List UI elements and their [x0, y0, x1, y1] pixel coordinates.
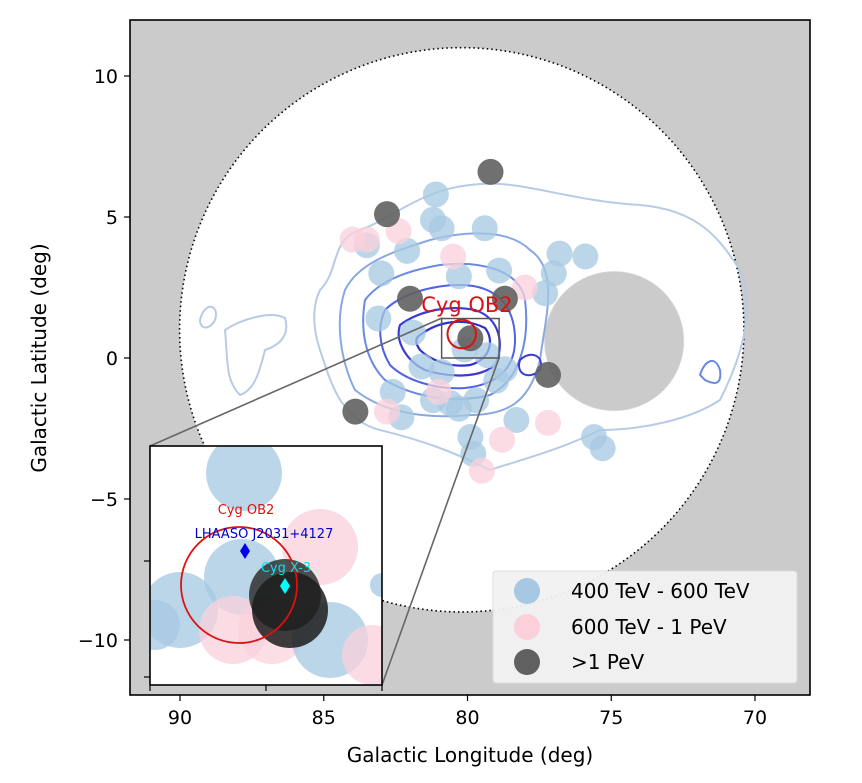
legend-label-1: 400 TeV - 600 TeV: [571, 579, 750, 603]
point-400-tev-600-tev: [540, 260, 567, 287]
point-400-tev-600-tev: [365, 305, 392, 332]
masked-region: [543, 270, 685, 412]
cyg-ob2-circle: [446, 318, 477, 350]
point-400-tev-600-tev: [428, 359, 455, 386]
point-600-tev-1-pev: [489, 426, 515, 453]
point-400-tev-600-tev: [399, 319, 426, 346]
point--1-pev: [374, 201, 400, 228]
point-400-tev-600-tev: [463, 387, 490, 414]
point-400-tev-600-tev: [503, 407, 530, 434]
y-tick-label: 10: [94, 66, 118, 88]
point-400-tev-600-tev: [408, 353, 435, 380]
point--1-pev: [535, 361, 561, 388]
x-tick-label: 70: [743, 707, 767, 729]
inset-cyg-ob2-circle: [180, 526, 298, 644]
x-tick-label: 80: [455, 707, 479, 729]
legend-label-2: 600 TeV - 1 PeV: [571, 615, 727, 639]
cyg-x3-marker-icon: [280, 578, 290, 594]
cyg-ob2-label: Cyg OB2: [421, 293, 512, 317]
point-400-tev-600-tev: [486, 257, 513, 284]
point-400-tev-600-tev: [589, 435, 616, 462]
y-tick-label: −5: [90, 489, 118, 511]
point-400-tev-600-tev: [532, 280, 559, 307]
legend-swatch-3: [514, 649, 540, 675]
x-axis-label: Galactic Longitude (deg): [347, 743, 593, 767]
point-400-tev-600-tev: [368, 260, 395, 287]
legend-label-3: >1 PeV: [571, 650, 644, 674]
point--1-pev: [477, 158, 504, 185]
point-400-tev-600-tev: [445, 263, 472, 290]
zoom-connector-top: [149, 317, 443, 447]
point-400-tev-600-tev: [422, 181, 449, 208]
point-600-tev-1-pev: [353, 226, 380, 253]
inset-cyg-ob2-label: Cyg OB2: [218, 503, 275, 518]
point-400-tev-600-tev: [428, 215, 455, 242]
point-600-tev-1-pev: [425, 378, 452, 405]
legend: 400 TeV - 600 TeV 600 TeV - 1 PeV >1 PeV: [492, 570, 798, 684]
legend-box: [492, 570, 798, 684]
point-600-tev-1-pev: [468, 457, 495, 484]
lhaaso-source-marker-icon: [240, 543, 250, 559]
inset-cyg-x3-label: Cyg X-3: [261, 561, 311, 576]
x-tick-label: 75: [599, 707, 623, 729]
point-400-tev-600-tev: [491, 356, 518, 383]
point-400-tev-600-tev: [474, 342, 501, 369]
point--1-pev: [491, 285, 518, 312]
point--1-pev: [397, 285, 423, 312]
point--1-pev: [457, 325, 484, 352]
point-600-tev-1-pev: [374, 398, 400, 425]
point-600-tev-1-pev: [440, 243, 467, 270]
point-400-tev-600-tev: [471, 215, 498, 242]
zoom-connector-bottom: [381, 357, 500, 686]
point-400-tev-600-tev: [379, 378, 406, 405]
point-400-tev-600-tev: [572, 243, 599, 270]
point-400-tev-600-tev: [546, 240, 573, 267]
y-tick-label: 5: [106, 207, 118, 229]
inset-ticks: [144, 560, 383, 691]
point--1-pev: [342, 398, 369, 425]
x-tick-label: 90: [168, 707, 192, 729]
point-600-tev-1-pev: [512, 274, 538, 301]
point-600-tev-1-pev: [535, 409, 561, 436]
inset-lhaaso-label: LHAASO J2031+4127: [195, 527, 334, 542]
zoom-box: [440, 317, 500, 359]
x-tick-label: 85: [312, 707, 336, 729]
point-400-tev-600-tev: [394, 237, 421, 264]
legend-swatch-2: [514, 614, 540, 640]
y-tick-label: −10: [78, 630, 118, 652]
legend-swatch-1: [514, 578, 540, 604]
y-tick-label: 0: [106, 348, 118, 370]
y-axis-label: Galactic Latitude (deg): [27, 243, 51, 472]
